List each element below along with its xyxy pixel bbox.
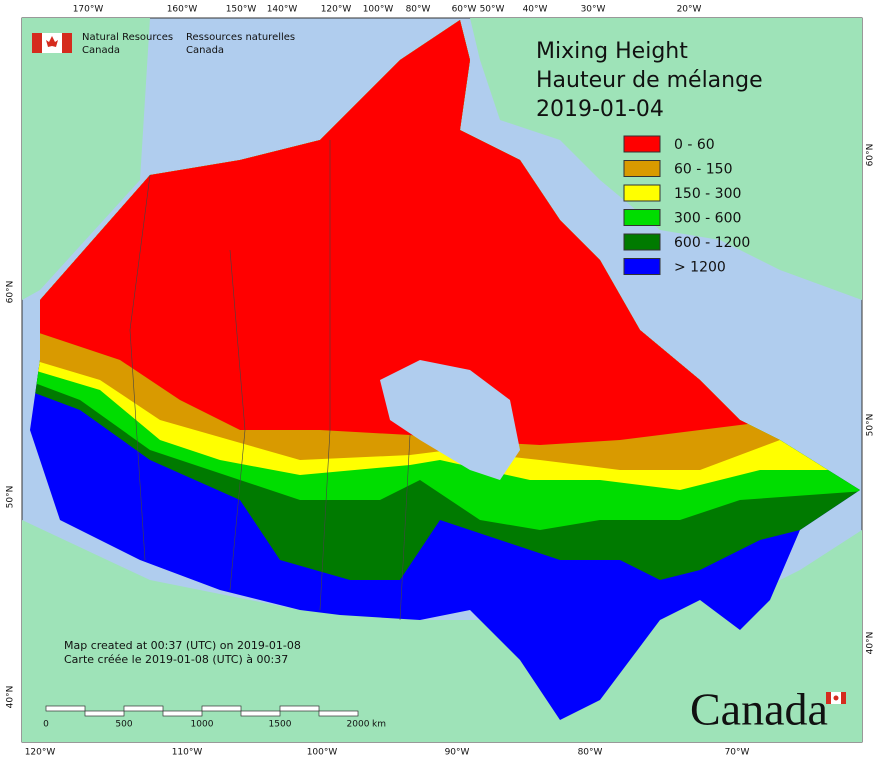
scale-label: 0	[43, 720, 49, 730]
credit: Carte créée le 2019-01-08 (UTC) à 00:37	[64, 653, 288, 666]
scale-bar: 0 500 1000 1500 2000 km	[43, 705, 386, 730]
legend-label: 150 - 300	[674, 186, 741, 202]
longitude-label: 90°W	[445, 748, 470, 758]
latitude-label: 60°N	[6, 281, 16, 304]
latitude-label: 50°N	[866, 414, 876, 437]
scale-segment	[240, 710, 281, 717]
united-states	[22, 520, 862, 742]
nrcan-logo	[32, 33, 72, 53]
scale-segment	[45, 705, 86, 712]
title: Hauteur de mélange	[536, 68, 763, 93]
agency-en: Natural Resources	[82, 32, 173, 43]
longitude-label: 30°W	[581, 5, 606, 15]
longitude-label: 70°W	[725, 748, 750, 758]
latitude-label: 40°N	[866, 632, 876, 655]
legend-label: 0 - 60	[674, 137, 715, 153]
boundaries	[129, 140, 411, 621]
scale-segment	[84, 710, 125, 717]
longitude-label: 160°W	[167, 5, 198, 15]
legend-swatch	[623, 160, 661, 177]
longitude-label: 100°W	[307, 748, 338, 758]
scale-segment	[318, 710, 359, 717]
scale-segment	[201, 705, 242, 712]
legend-label: 60 - 150	[674, 162, 733, 178]
longitude-label: 50°W	[480, 5, 505, 15]
hudson-bay	[380, 360, 520, 480]
longitude-label: 150°W	[226, 5, 257, 15]
legend-swatch	[623, 233, 661, 251]
latitude-label: 60°N	[866, 144, 876, 167]
wordmark: Canada	[690, 684, 828, 735]
legend-swatch	[623, 184, 661, 202]
legend: 0 - 60 60 - 150 150 - 300 300 - 600 600 - 12…	[623, 135, 750, 276]
longitude-label: 120°W	[321, 5, 352, 15]
wordmark-flag	[826, 692, 846, 704]
scale-label: 2000	[347, 720, 370, 730]
legend-swatch	[623, 258, 661, 275]
agency-fr: Ressources naturelles	[186, 32, 295, 43]
title: Mixing Height	[536, 39, 688, 64]
legend-swatch	[623, 135, 661, 153]
latitude-label: 40°N	[6, 686, 16, 709]
longitude-label: 100°W	[363, 5, 394, 15]
scale-label: 1000	[191, 720, 214, 730]
title: 2019-01-04	[536, 97, 664, 122]
graticule: 170°W 160°W 150°W 140°W 120°W 100°W 80°W 60°W 50…	[6, 5, 876, 758]
longitude-label: 80°W	[406, 5, 431, 15]
greenland	[470, 18, 862, 300]
latitude-label: 50°N	[6, 486, 16, 509]
legend-label: 600 - 1200	[674, 235, 750, 251]
longitude-label: 20°W	[677, 5, 702, 15]
scale-label: 1500	[269, 720, 292, 730]
scale-segment	[123, 705, 164, 712]
legend-label: > 1200	[674, 260, 726, 276]
longitude-label: 140°W	[267, 5, 298, 15]
longitude-label: 80°W	[578, 748, 603, 758]
longitude-label: 60°W	[452, 5, 477, 15]
legend-label: 300 - 600	[674, 211, 741, 227]
scale-label: 500	[115, 720, 132, 730]
longitude-label: 170°W	[73, 5, 104, 15]
longitude-label: 40°W	[523, 5, 548, 15]
credit: Map created at 00:37 (UTC) on 2019-01-08	[64, 639, 301, 652]
scale-segment	[162, 710, 203, 717]
scale-unit: km	[372, 720, 386, 730]
agency-en: Canada	[82, 45, 120, 56]
scale-segment	[279, 705, 320, 712]
legend-swatch	[623, 209, 661, 226]
longitude-label: 110°W	[172, 748, 203, 758]
longitude-label: 120°W	[25, 748, 56, 758]
alaska	[22, 18, 150, 300]
agency-fr: Canada	[186, 45, 224, 56]
